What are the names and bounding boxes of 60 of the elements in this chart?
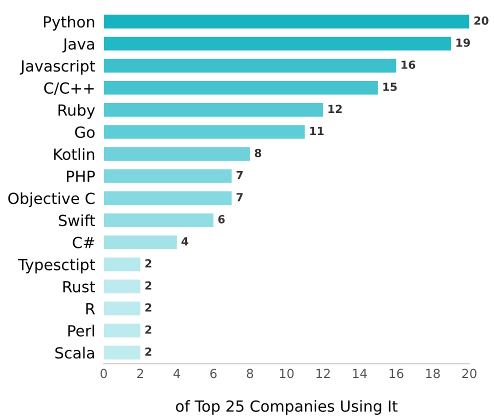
- bar: [104, 191, 232, 205]
- bar: [104, 58, 396, 73]
- x-tick-label: 12: [316, 368, 330, 378]
- data-label: 15: [383, 82, 397, 92]
- y-tick-label: Perl: [68, 324, 94, 337]
- bar: [104, 258, 140, 272]
- bar: [104, 36, 452, 51]
- x-tick-label: 16: [390, 368, 404, 378]
- x-tick-label: 10: [280, 368, 294, 378]
- data-label: 6: [218, 215, 225, 224]
- data-label: 2: [145, 325, 152, 334]
- y-tick-label: Ruby: [58, 104, 95, 119]
- bar: [104, 235, 177, 250]
- x-tick-label: 2: [137, 368, 144, 378]
- data-label: 19: [456, 38, 470, 47]
- x-tick-label: 6: [210, 368, 217, 378]
- x-tick-label: 8: [246, 368, 254, 378]
- data-label: 2: [145, 347, 152, 356]
- data-label: 8: [254, 148, 262, 158]
- y-tick-label: Scala: [55, 346, 94, 359]
- bar: [104, 346, 140, 360]
- x-axis-title: of Top 25 Companies Using It: [176, 400, 398, 415]
- y-tick-label: Python: [44, 16, 94, 31]
- bar: [104, 280, 140, 294]
- y-tick-label: Objective C: [8, 192, 95, 208]
- y-tick-label: Swift: [58, 214, 96, 226]
- y-tick-label: PHP: [66, 170, 95, 182]
- data-label: 20: [474, 16, 488, 25]
- bar: [104, 147, 250, 161]
- data-label: 7: [236, 193, 243, 202]
- bar: [104, 14, 470, 28]
- data-label: 16: [402, 60, 416, 69]
- data-label: 4: [182, 237, 188, 246]
- y-tick-label: Typesctipt: [18, 258, 96, 274]
- bar: [104, 125, 305, 139]
- y-tick-label: C/C++: [44, 82, 94, 96]
- x-tick-label: 4: [173, 368, 180, 378]
- data-label: 2: [145, 259, 152, 268]
- bar: [104, 80, 378, 95]
- x-tick-label: 0: [100, 368, 107, 378]
- bar: [104, 324, 140, 338]
- bar: [104, 213, 214, 228]
- x-tick-label: 18: [426, 368, 440, 378]
- y-tick-label: Kotlin: [54, 148, 94, 160]
- x-tick-label: 14: [353, 368, 367, 378]
- x-tick-label: 20: [462, 368, 476, 378]
- y-tick-label: R: [86, 303, 95, 314]
- data-label: 7: [236, 171, 243, 180]
- bar: [104, 103, 324, 117]
- y-tick-label: C#: [72, 236, 94, 248]
- y-tick-label: Rust: [63, 281, 96, 292]
- data-label: 2: [145, 281, 152, 290]
- bar: [104, 302, 140, 316]
- y-tick-label: Javascript: [20, 60, 96, 75]
- data-label: 12: [328, 104, 342, 113]
- y-tick-label: Java: [62, 38, 94, 53]
- y-tick-label: Go: [75, 126, 95, 138]
- data-label: 2: [145, 303, 152, 312]
- bar: [104, 169, 232, 183]
- data-label: 11: [310, 126, 324, 136]
